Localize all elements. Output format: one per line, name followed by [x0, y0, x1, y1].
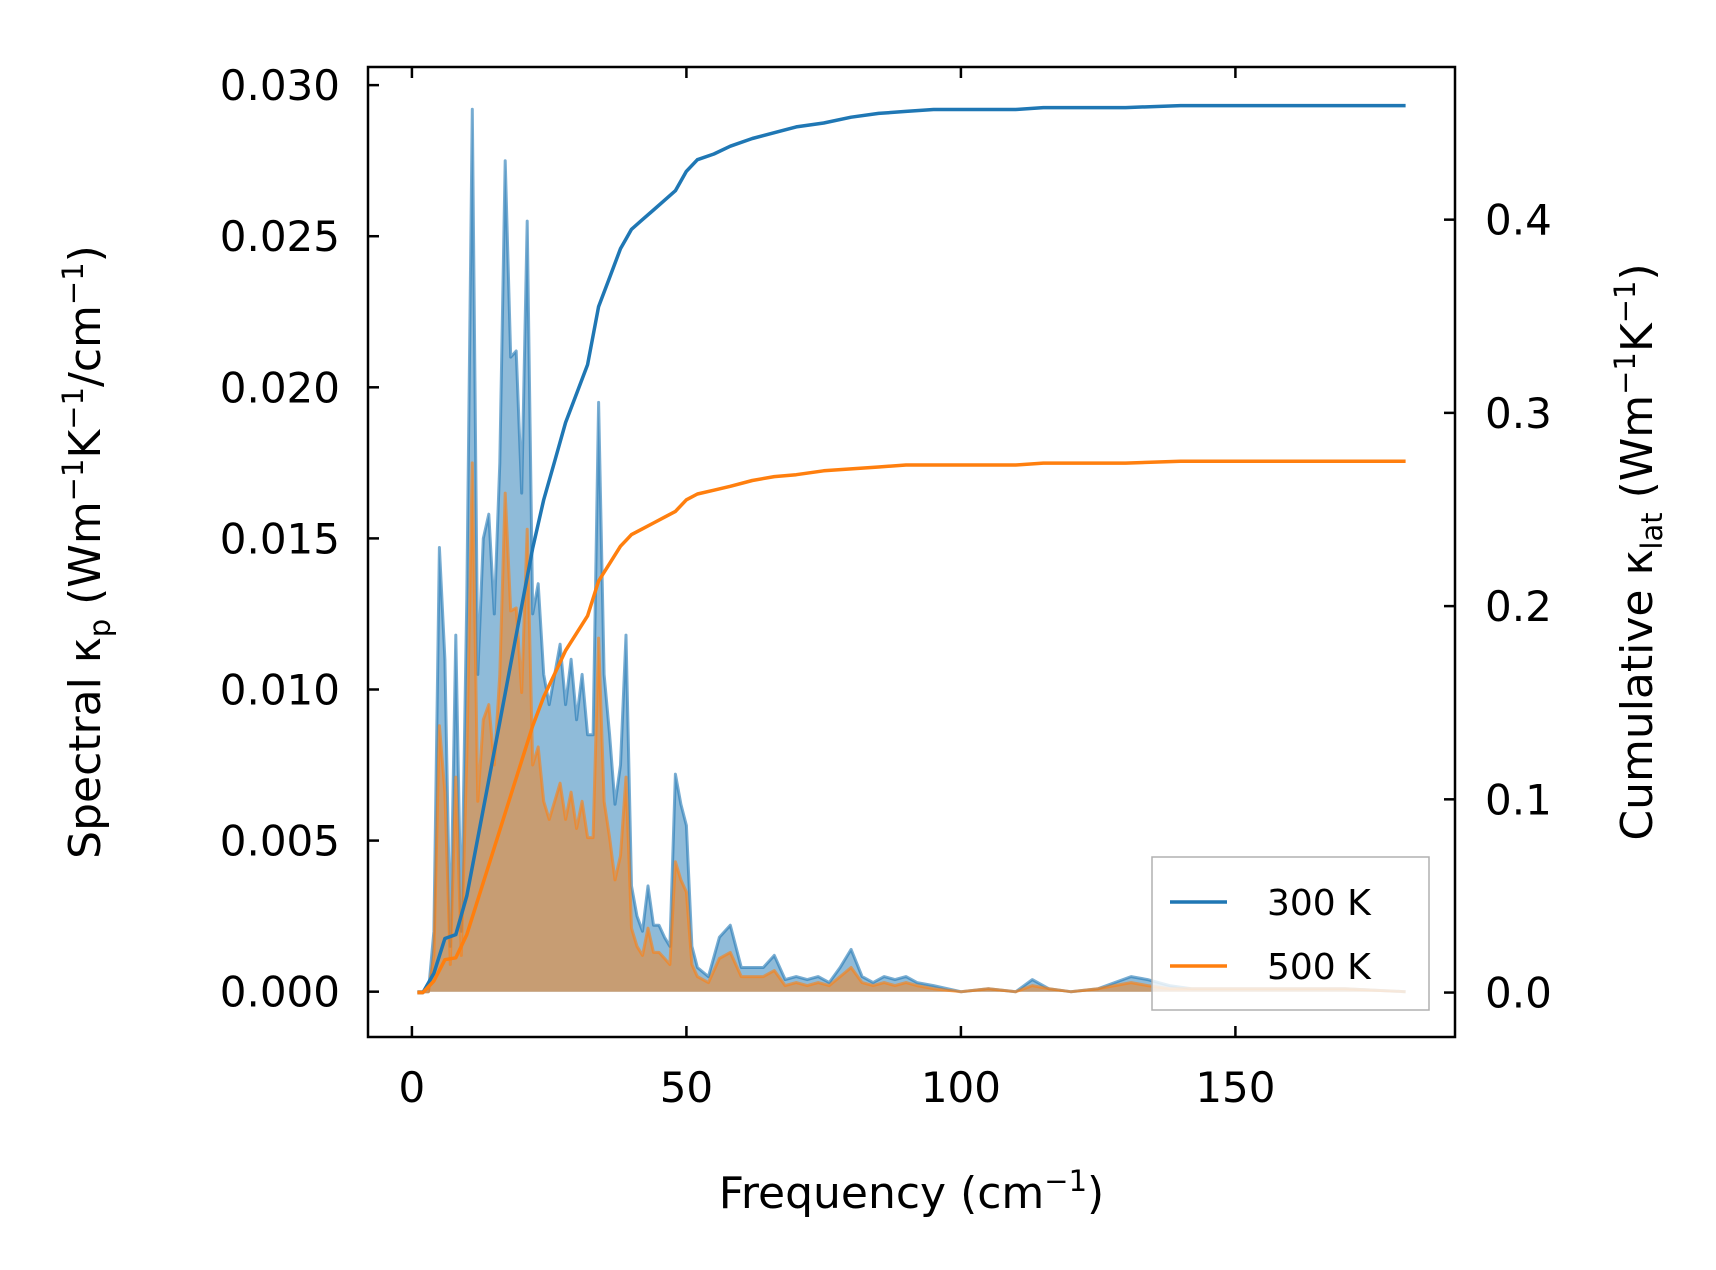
axis-title-part: −1	[56, 262, 90, 305]
ticks	[368, 67, 1455, 1037]
axis-title-part: −1	[1608, 352, 1642, 395]
series-lines	[417, 103, 1406, 995]
x-axis-title-sup: −1	[1044, 1164, 1087, 1198]
x-axis-title-end: )	[1087, 1168, 1104, 1219]
axis-title-part: )	[1612, 263, 1663, 280]
legend-label-0: 300 K	[1267, 883, 1372, 924]
x-tick-label: 0	[399, 1063, 426, 1112]
y-left-tick-label: 0.030	[220, 61, 340, 110]
axis-title-part: p	[83, 619, 117, 637]
y-right-tick-label: 0.4	[1485, 196, 1552, 245]
y-axis-left-title: Spectral κp (Wm−1K−1/cm−1)	[56, 245, 117, 859]
axis-title-part: −1	[1608, 281, 1642, 324]
cumulative-line-0	[417, 103, 1406, 995]
y-left-tick-label: 0.000	[220, 968, 340, 1017]
x-tick-label: 100	[921, 1063, 1001, 1112]
y-right-tick-label: 0.1	[1485, 775, 1552, 824]
axis-title-part: K	[60, 429, 111, 459]
y-left-tick-label: 0.025	[220, 212, 340, 261]
axis-title-part: /cm	[60, 305, 111, 387]
spectral-fill-1	[417, 462, 1406, 992]
axis-title-part: Cumulative κ	[1612, 550, 1663, 841]
axis-title-part: (Wm	[1612, 395, 1663, 513]
y-left-tick-label: 0.020	[220, 363, 340, 412]
axis-title-part: Spectral κ	[60, 637, 111, 859]
axis-title-part: (Wm	[60, 501, 111, 619]
spectral-line-1	[417, 461, 1406, 994]
plot-area	[366, 65, 1457, 1039]
axis-title-part: −1	[56, 387, 90, 430]
y-right-tick-label: 0.3	[1485, 389, 1552, 438]
x-axis-title-main: Frequency (cm	[719, 1168, 1045, 1219]
x-tick-label: 150	[1195, 1063, 1275, 1112]
y-axis-right-title: Cumulative κlat (Wm−1K−1)	[1608, 263, 1669, 840]
axis-title-part: −1	[56, 459, 90, 502]
axis-title-part: lat	[1635, 512, 1669, 549]
y-left-tick-label: 0.010	[220, 665, 340, 714]
x-axis-title: Frequency (cm−1)	[719, 1164, 1104, 1219]
legend-label-1: 500 K	[1267, 947, 1372, 988]
cumulative-line-1	[417, 459, 1406, 995]
axes-frame	[366, 65, 1457, 1039]
spectral-fills	[417, 107, 1406, 994]
y-right-tick-label: 0.0	[1485, 969, 1552, 1018]
y-left-tick-label: 0.015	[220, 514, 340, 563]
x-tick-label: 50	[660, 1063, 713, 1112]
y-left-tick-label: 0.005	[220, 817, 340, 866]
y-right-tick-label: 0.2	[1485, 582, 1552, 631]
legend-box	[1151, 856, 1430, 1011]
axis-title-part: K	[1612, 322, 1663, 352]
legend: 300 K 500 K	[1151, 856, 1430, 1011]
axis-title-part: )	[60, 245, 111, 262]
tick-labels: 0 50 100 150 0.000 0.005 0.010 0.015 0.020 0.025 0…	[220, 61, 1552, 1112]
